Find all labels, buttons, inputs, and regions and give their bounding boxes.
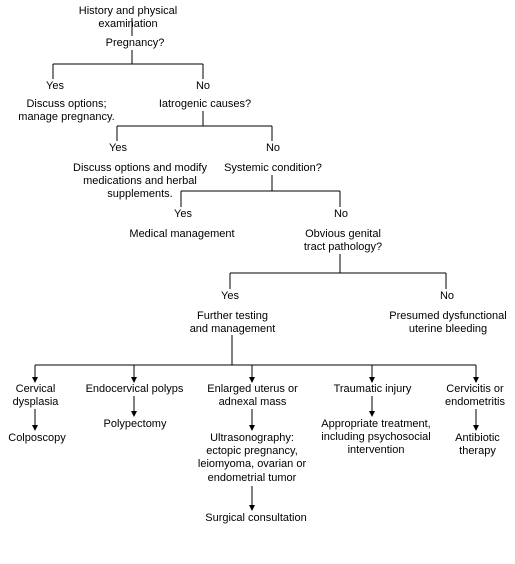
node-n_y1: Yes [40,80,70,93]
node-n_disc2: Discuss options and modify medications a… [55,162,225,202]
node-n_n4: No [432,290,462,303]
node-n_presdub: Presumed dysfunctional uterine bleeding [388,310,508,336]
node-n_ti: Traumatic injury [325,383,420,396]
node-n_iatro: Iatrogenic causes? [155,98,255,111]
node-n_y3: Yes [168,208,198,221]
node-n_y4: Yes [215,290,245,303]
node-n_sys: Systemic condition? [218,162,328,175]
node-n_surg: Surgical consultation [200,512,312,525]
node-n_n2: No [258,142,288,155]
node-n_med: Medical management [122,228,242,241]
node-n_ftm: Further testing and management [180,310,285,336]
node-n_n3: No [326,208,356,221]
node-n_disc1: Discuss options; manage pregnancy. [4,98,129,124]
node-n_colp: Colposcopy [7,432,67,445]
node-n_poly: Polypectomy [100,418,170,431]
node-n_obv: Obvious genital tract pathology? [288,228,398,254]
node-n_eu: Enlarged uterus or adnexal mass [200,383,305,409]
node-n_ce: Cervicitis or endometritis [440,383,510,409]
node-n_y2: Yes [103,142,133,155]
node-n_preg: Pregnancy? [100,37,170,50]
node-n_appr: Appropriate treatment, including psychos… [316,418,436,458]
node-n_cd: Cervical dysplasia [8,383,63,409]
node-n_ab: Antibiotic therapy [450,432,505,458]
node-n_us: Ultrasonography: ectopic pregnancy, leio… [192,432,312,485]
node-n_hpe: History and physical examination [48,5,208,31]
node-n_ep: Endocervical polyps [82,383,187,396]
node-n_n1: No [188,80,218,93]
